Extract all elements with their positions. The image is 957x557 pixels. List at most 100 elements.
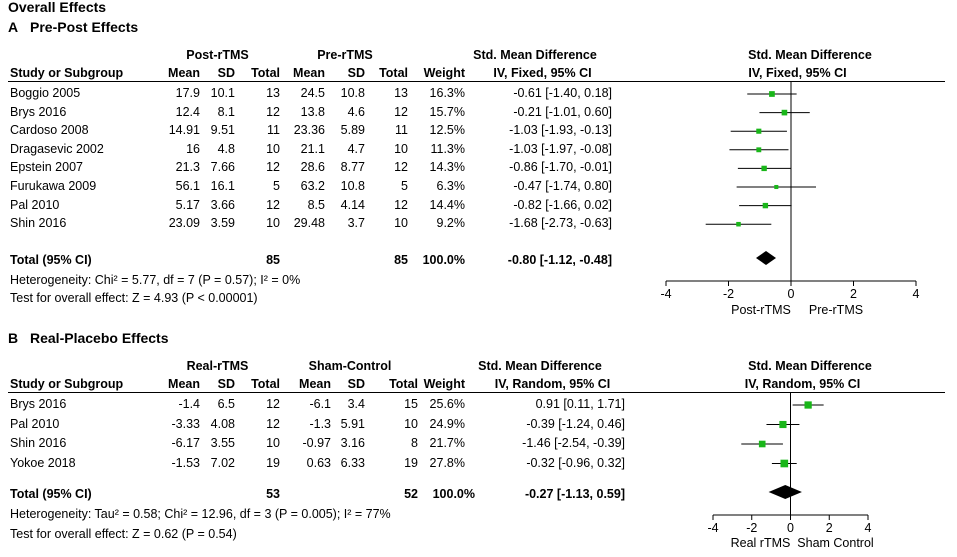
weight: 12.5% <box>429 123 465 138</box>
mean-1: 56.1 <box>175 179 200 193</box>
sd-2: 3.16 <box>340 436 365 450</box>
panel-a-total-ci: -0.80 [-1.12, -0.48] <box>507 253 612 267</box>
panel-a-col-sd1: SD <box>217 66 235 80</box>
panel-a-smd-title: Std. Mean Difference <box>473 48 597 62</box>
sd-2: 10.8 <box>340 179 365 193</box>
panel-a-overall-test: Test for overall effect: Z = 4.93 (P < 0… <box>10 291 258 305</box>
smd-ci-text: -1.68 [-2.73, -0.63] <box>509 216 612 231</box>
sd-1: 3.66 <box>210 197 235 212</box>
total-2: 12 <box>394 197 408 212</box>
panel-a-letter: A <box>8 19 19 35</box>
sd-2: 6.33 <box>340 455 365 470</box>
panel-a-total-weight: 100.0% <box>422 253 465 267</box>
total-2: 10 <box>394 216 408 231</box>
tick-label: 0 <box>788 287 795 301</box>
panel-a-heterogeneity: Heterogeneity: Chi² = 5.77, df = 7 (P = … <box>10 273 301 287</box>
favours-right-label: Pre-rTMS <box>809 303 863 317</box>
sd-2: 4.6 <box>347 104 365 119</box>
weight: 14.3% <box>429 160 465 175</box>
panel-b-col-total1: Total <box>251 377 280 391</box>
mean-1: 16 <box>186 141 200 156</box>
tick-label: 0 <box>787 521 794 535</box>
point-estimate-marker <box>761 165 767 172</box>
total-1: 10 <box>266 141 280 156</box>
sd-2: 5.91 <box>340 416 365 431</box>
mean-1: 17.9 <box>175 86 200 100</box>
mean-2: 23.36 <box>293 123 325 138</box>
panel-a-col-total1: Total <box>251 66 280 80</box>
panel-a-title: Pre-Post Effects <box>30 19 139 35</box>
sd-1: 4.8 <box>217 141 235 156</box>
point-estimate-marker <box>781 109 788 116</box>
point-estimate-marker <box>756 128 762 134</box>
weight: 14.4% <box>429 197 465 212</box>
sd-2: 5.89 <box>340 123 365 138</box>
panel-a-col-mean2: Mean <box>293 66 325 80</box>
study-name: Epstein 2007 <box>10 160 83 175</box>
study-name: Brys 2016 <box>10 104 67 119</box>
panel-a-plot-title: Std. Mean Difference <box>748 48 872 62</box>
mean-2: -1.3 <box>309 416 331 431</box>
smd-ci-text: -0.47 [-1.74, 0.80] <box>513 179 612 193</box>
total-2: 8 <box>411 436 418 450</box>
total-2: 15 <box>404 397 418 411</box>
sd-2: 3.7 <box>347 216 365 231</box>
panel-b-smd-method: IV, Random, 95% CI <box>494 377 611 391</box>
panel-a-group1-header: Post-rTMS <box>186 48 249 62</box>
favours-right-label: Sham Control <box>797 536 873 550</box>
mean-1: -1.53 <box>171 455 201 470</box>
tick-label: -4 <box>660 287 671 301</box>
total-2: 12 <box>394 160 408 175</box>
panel-b-col-study: Study or Subgroup <box>10 377 124 391</box>
weight: 27.8% <box>429 455 465 470</box>
point-estimate-marker <box>769 91 775 97</box>
figure-title: Overall Effects <box>8 0 107 15</box>
study-name: Boggio 2005 <box>10 86 81 100</box>
sd-1: 7.02 <box>210 455 235 470</box>
tick-label: 2 <box>826 521 833 535</box>
panel-b-total-label: Total (95% CI) <box>10 487 92 501</box>
mean-1: -1.4 <box>178 397 200 411</box>
total-2: 11 <box>395 123 408 138</box>
panel-b-heterogeneity: Heterogeneity: Tau² = 0.58; Chi² = 12.96… <box>10 507 391 521</box>
smd-ci-text: -0.39 [-1.24, 0.46] <box>526 416 625 431</box>
weight: 16.3% <box>429 86 465 100</box>
panel-b-plot-method: IV, Random, 95% CI <box>744 377 861 391</box>
panel-a-col-mean1: Mean <box>168 66 200 80</box>
panel-b-col-total2: Total <box>389 377 418 391</box>
smd-ci-text: -0.21 [-1.01, 0.60] <box>513 104 612 119</box>
point-estimate-marker <box>756 147 762 153</box>
tick-label: 4 <box>913 287 920 301</box>
weight: 21.7% <box>429 436 465 450</box>
total-1: 12 <box>266 397 280 411</box>
panel-b-title: Real-Placebo Effects <box>30 330 169 346</box>
total-1: 11 <box>267 123 280 138</box>
panel-a-group2-header: Pre-rTMS <box>317 48 373 62</box>
total-1: 19 <box>266 455 280 470</box>
point-estimate-marker <box>762 202 769 209</box>
sd-1: 3.55 <box>210 436 235 450</box>
sd-1: 9.51 <box>210 123 235 138</box>
panel-b-total-weight: 100.0% <box>432 487 475 501</box>
smd-ci-text: -1.03 [-1.93, -0.13] <box>509 123 612 138</box>
panel-a-plot-method: IV, Fixed, 95% CI <box>748 66 847 80</box>
panel-a-smd-method: IV, Fixed, 95% CI <box>493 66 592 80</box>
panel-b-col-weight: Weight <box>423 377 465 391</box>
smd-ci-text: -1.46 [-2.54, -0.39] <box>522 436 625 450</box>
weight: 24.9% <box>429 416 465 431</box>
sd-1: 8.1 <box>217 104 235 119</box>
smd-ci-text: -0.86 [-1.70, -0.01] <box>509 160 612 175</box>
study-name: Dragasevic 2002 <box>10 141 104 156</box>
weight: 9.2% <box>436 216 466 231</box>
weight: 11.3% <box>430 141 465 156</box>
sd-2: 4.14 <box>340 197 365 212</box>
panel-b-col-sd2: SD <box>347 377 365 391</box>
study-name: Yokoe 2018 <box>10 455 76 470</box>
total-2: 19 <box>404 455 418 470</box>
mean-2: 13.8 <box>300 104 325 119</box>
mean-2: 63.2 <box>300 179 325 193</box>
total-2: 10 <box>394 141 408 156</box>
total-1: 13 <box>266 86 280 100</box>
sd-2: 4.7 <box>347 141 365 156</box>
